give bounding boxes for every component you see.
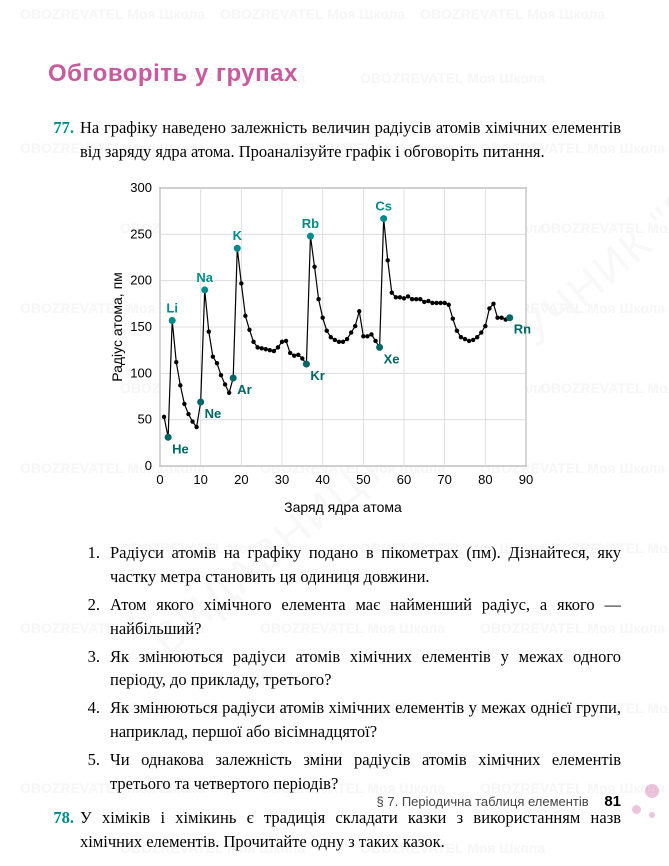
svg-text:90: 90 (519, 472, 533, 487)
task-77-body: На графіку наведено залежність величин р… (80, 116, 621, 164)
svg-text:K: K (233, 228, 243, 243)
svg-text:Na: Na (196, 270, 213, 285)
q2-body: Атом якого хімічного елемента має наймен… (110, 593, 621, 641)
question-2: 2. Атом якого хімічного елемента має най… (84, 593, 621, 641)
task-78: 78. У хіміків і хімікинь є традиція скла… (48, 806, 621, 854)
section-title: Обговоріть у групах (48, 60, 621, 88)
task-78-body: У хіміків і хімікинь є традиція складати… (80, 806, 621, 854)
corner-decoration (619, 778, 659, 818)
q5-body: Чи однакова залежність зміни радіусів ат… (110, 748, 621, 796)
svg-text:0: 0 (156, 472, 163, 487)
q2-num: 2. (84, 593, 110, 641)
svg-text:50: 50 (356, 472, 370, 487)
svg-text:150: 150 (130, 319, 152, 334)
q4-num: 4. (84, 696, 110, 744)
svg-text:10: 10 (193, 472, 207, 487)
q5-num: 5. (84, 748, 110, 796)
atomic-radius-chart: 0 10 20 30 40 50 60 70 80 90 0 50 100 150 200 250 300 Зар… (108, 178, 538, 523)
task-78-num: 78. (48, 806, 80, 854)
svg-text:Kr: Kr (310, 368, 324, 383)
svg-text:Ne: Ne (205, 406, 222, 421)
q3-num: 3. (84, 645, 110, 693)
question-5: 5. Чи однакова залежність зміни радіусів… (84, 748, 621, 796)
svg-text:250: 250 (130, 226, 152, 241)
q4-body: Як змінюються радіуси атомів хімічних ел… (110, 696, 621, 744)
svg-text:50: 50 (138, 412, 152, 427)
svg-text:20: 20 (234, 472, 248, 487)
svg-text:He: He (172, 441, 189, 456)
svg-text:Rb: Rb (302, 216, 319, 231)
svg-text:Ar: Ar (237, 382, 251, 397)
svg-text:300: 300 (130, 180, 152, 195)
svg-text:Cs: Cs (375, 198, 392, 213)
q1-num: 1. (84, 541, 110, 589)
question-3: 3. Як змінюються радіуси атомів хімічних… (84, 645, 621, 693)
svg-text:40: 40 (315, 472, 329, 487)
svg-text:Заряд ядра атома: Заряд ядра атома (284, 499, 402, 515)
svg-text:Rn: Rn (514, 322, 531, 337)
svg-text:100: 100 (130, 365, 152, 380)
svg-text:Радіус атома, пм: Радіус атома, пм (109, 272, 125, 382)
svg-text:80: 80 (478, 472, 492, 487)
task-77-num: 77. (48, 116, 80, 164)
svg-text:70: 70 (437, 472, 451, 487)
svg-text:0: 0 (145, 458, 152, 473)
task-77: 77. На графіку наведено залежність велич… (48, 116, 621, 164)
svg-text:200: 200 (130, 273, 152, 288)
svg-text:Li: Li (166, 300, 178, 315)
svg-text:30: 30 (275, 472, 289, 487)
q1-body: Радіуси атомів на графіку подано в піком… (110, 541, 621, 589)
svg-text:Xe: Xe (384, 351, 400, 366)
question-4: 4. Як змінюються радіуси атомів хімічних… (84, 696, 621, 744)
question-list: 1. Радіуси атомів на графіку подано в пі… (84, 541, 621, 796)
q3-body: Як змінюються радіуси атомів хімічних ел… (110, 645, 621, 693)
svg-text:60: 60 (397, 472, 411, 487)
question-1: 1. Радіуси атомів на графіку подано в пі… (84, 541, 621, 589)
